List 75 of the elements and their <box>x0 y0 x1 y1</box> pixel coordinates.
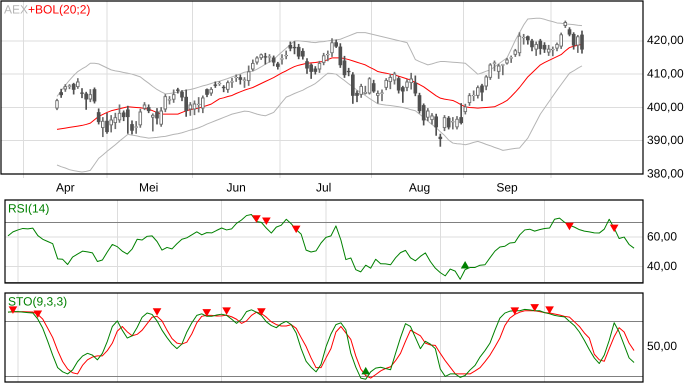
point <box>262 218 270 225</box>
candlestick <box>88 89 92 102</box>
y-tick-label: 390,00 <box>647 133 684 148</box>
candlestick <box>246 66 250 86</box>
candlestick <box>218 81 222 86</box>
y-tick-label: 40,00 <box>647 259 678 274</box>
candlestick <box>546 44 550 56</box>
candlestick <box>496 64 500 79</box>
candlestick <box>330 38 334 57</box>
x-tick-label: Sep <box>496 180 518 195</box>
point <box>510 307 519 314</box>
candlestick <box>118 104 122 123</box>
point <box>202 309 211 316</box>
candlestick <box>230 78 234 88</box>
candlestick <box>359 84 363 98</box>
point <box>530 304 539 312</box>
candlestick <box>551 46 555 56</box>
candlestick <box>468 93 472 106</box>
candlestick <box>64 84 68 92</box>
point <box>565 222 574 230</box>
candlestick <box>384 78 388 90</box>
point <box>257 308 266 316</box>
candlestick <box>442 115 446 132</box>
point <box>292 226 300 233</box>
point <box>362 367 370 374</box>
candlestick <box>159 107 163 127</box>
x-tick-label: Mei <box>138 180 158 195</box>
point <box>34 310 42 318</box>
y-tick-label: 410,00 <box>647 66 684 81</box>
candlestick <box>234 74 238 82</box>
x-tick-label: Jun <box>226 180 246 195</box>
chart-title: STO(9,3,3) <box>8 294 68 308</box>
candlestick <box>268 54 272 63</box>
candlestick <box>455 116 459 130</box>
candlestick <box>68 84 72 90</box>
candlestick <box>505 58 509 65</box>
candlestick <box>196 97 200 112</box>
chart-title: AEX <box>4 2 28 16</box>
point <box>461 261 470 268</box>
candlestick <box>138 108 142 128</box>
candlestick <box>564 20 568 28</box>
candlestick <box>430 113 434 124</box>
candlestick <box>368 77 372 94</box>
point <box>252 215 260 222</box>
point <box>153 308 162 316</box>
candlestick <box>280 54 284 65</box>
candlestick <box>392 72 396 85</box>
candlestick <box>518 32 522 56</box>
candlestick <box>472 90 476 102</box>
candlestick <box>55 98 59 110</box>
candlestick <box>142 102 146 110</box>
candlestick <box>476 86 480 98</box>
point <box>222 307 231 314</box>
text: 50,00 <box>647 338 678 353</box>
x-tick-label: Aug <box>408 180 430 195</box>
text: +BOL(20;2) <box>28 2 90 16</box>
candlestick <box>188 102 192 116</box>
candlestick <box>380 90 384 102</box>
candlestick <box>405 79 409 92</box>
x-tick-label: Jul <box>316 180 332 195</box>
point <box>610 224 618 232</box>
candlestick <box>426 108 430 122</box>
y-tick-label: 380,00 <box>647 166 684 180</box>
y-tick-label: 60,00 <box>647 229 678 244</box>
candlestick <box>164 94 168 112</box>
candlestick <box>201 95 205 114</box>
candlestick <box>192 100 196 116</box>
y-tick-label: 420,00 <box>647 33 684 48</box>
candlestick <box>172 90 176 103</box>
y-tick-label: 400,00 <box>647 100 684 114</box>
candlestick <box>109 115 113 132</box>
chart-title: RSI(14) <box>8 201 50 216</box>
point <box>546 306 554 314</box>
candlestick <box>226 80 230 93</box>
x-tick-label: Apr <box>56 180 75 195</box>
